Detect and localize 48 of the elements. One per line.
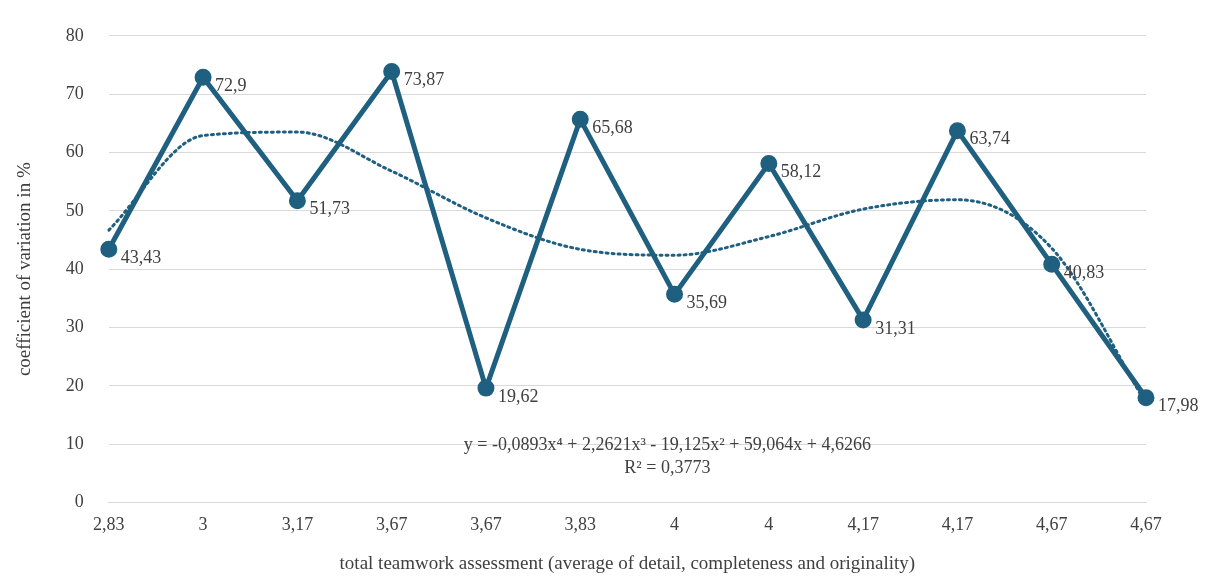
data-label: 72,9 (215, 74, 247, 95)
y-tick-label: 60 (65, 141, 84, 162)
x-tick-label: 3 (198, 514, 208, 535)
x-tick-label: 4 (670, 514, 680, 535)
point (288, 192, 306, 210)
x-tick-label: 3,67 (375, 514, 408, 535)
y-tick-label: 30 (65, 316, 84, 337)
data-label: 31,31 (875, 317, 916, 338)
x-tick-label: 4,17 (941, 514, 974, 535)
point (383, 63, 401, 81)
data-label: 35,69 (686, 292, 728, 313)
x-tick-label: 3,83 (564, 514, 596, 535)
x-tick-label: 4,17 (847, 514, 879, 535)
y-tick-label: 20 (65, 374, 84, 395)
x-tick-label: 3,67 (470, 514, 502, 535)
y-axis-title: coefficient of variation in % (13, 162, 35, 377)
data-label: 65,68 (592, 117, 633, 138)
data-label: 73,87 (403, 69, 445, 90)
point (100, 240, 118, 258)
data-label: 19,62 (497, 385, 539, 406)
data-label: 43,43 (120, 246, 162, 267)
point (760, 154, 778, 172)
x-axis-title: total teamwork assessment (average of detail, completeness and originality) (339, 551, 916, 574)
point (1043, 255, 1061, 273)
y-tick-label: 40 (65, 257, 84, 278)
point (948, 122, 966, 140)
point (854, 311, 872, 329)
y-tick-label: 80 (65, 24, 84, 45)
data-label: 63,74 (969, 128, 1010, 149)
data-label: 17,98 (1158, 395, 1199, 416)
y-tick-label: 10 (65, 432, 84, 453)
y-tick-label: 0 (74, 491, 84, 512)
annotation: R² = 0,3773 (624, 457, 711, 478)
point (194, 68, 212, 86)
point (571, 110, 589, 128)
data-label: 40,83 (1063, 262, 1105, 283)
x-tick-label: 2,83 (93, 514, 125, 535)
annotation: y = -0,0893x⁴ + 2,2621x³ - 19,125x² + 59,064x + 4,6266 (463, 434, 871, 455)
y-tick-label: 50 (65, 199, 84, 220)
point (477, 379, 495, 397)
x-tick-label: 3,17 (281, 514, 314, 535)
x-tick-label: 4,67 (1130, 514, 1162, 535)
x-tick-label: 4 (764, 514, 774, 535)
point (666, 285, 684, 303)
data-label: 51,73 (309, 198, 350, 219)
data-label: 58,12 (780, 161, 822, 182)
x-tick-label: 4,67 (1035, 514, 1068, 535)
y-tick-label: 70 (65, 82, 84, 103)
